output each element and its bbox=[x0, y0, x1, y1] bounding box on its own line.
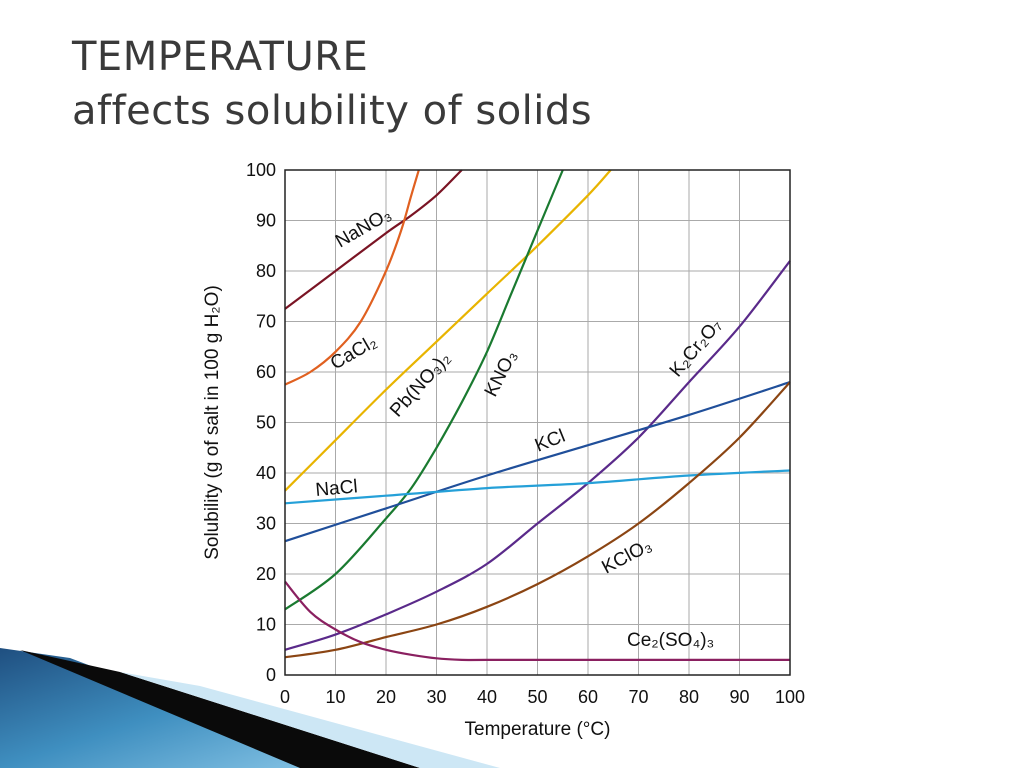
x-tick-label: 100 bbox=[775, 687, 805, 707]
series-label: KClO₃ bbox=[598, 535, 655, 578]
x-axis-label: Temperature (°C) bbox=[465, 719, 611, 740]
y-axis-label: Solubility (g of salt in 100 g H₂O) bbox=[202, 285, 223, 560]
x-tick-label: 40 bbox=[477, 687, 497, 707]
slide-title-line1: TEMPERATURE bbox=[72, 34, 369, 80]
x-tick-label: 0 bbox=[280, 687, 290, 707]
x-tick-label: 90 bbox=[729, 687, 749, 707]
plot-frame bbox=[284, 169, 791, 676]
series-line bbox=[284, 260, 791, 651]
x-tick-label: 50 bbox=[527, 687, 547, 707]
y-tick-label: 40 bbox=[256, 463, 276, 483]
curves bbox=[284, 169, 791, 662]
x-tick-label: 30 bbox=[426, 687, 446, 707]
series-label: Pb(NO₃)₂ bbox=[386, 348, 455, 421]
series-line bbox=[284, 169, 420, 386]
series-line bbox=[284, 580, 790, 662]
x-tick-label: 70 bbox=[628, 687, 648, 707]
x-tick-label: 10 bbox=[325, 687, 345, 707]
series-line bbox=[284, 169, 564, 611]
series-label: NaCl bbox=[315, 476, 359, 501]
series-line bbox=[284, 381, 791, 543]
y-tick-label: 90 bbox=[256, 211, 276, 231]
series-line bbox=[284, 381, 791, 659]
slide-title: TEMPERATURE affects solubility of solids bbox=[72, 30, 592, 138]
series-label: Ce₂(SO₄)₃ bbox=[627, 630, 714, 651]
series-label: K₂Cr₂O₇ bbox=[666, 315, 726, 381]
y-tick-label: 10 bbox=[256, 615, 276, 635]
x-tick-label: 80 bbox=[679, 687, 699, 707]
y-tick-labels: 0 10 20 30 40 50 60 70 80 90 100 bbox=[246, 160, 276, 685]
y-tick-label: 20 bbox=[256, 564, 276, 584]
y-tick-label: 50 bbox=[256, 413, 276, 433]
x-tick-label: 20 bbox=[376, 687, 396, 707]
y-tick-label: 60 bbox=[256, 362, 276, 382]
series-label: NaNO₃ bbox=[332, 204, 395, 252]
y-tick-label: 70 bbox=[256, 312, 276, 332]
y-tick-label: 30 bbox=[256, 514, 276, 534]
y-tick-label: 100 bbox=[246, 160, 276, 180]
series-line bbox=[284, 169, 612, 492]
series-line bbox=[284, 169, 463, 310]
x-tick-labels: 0 10 20 30 40 50 60 70 80 90 100 bbox=[280, 687, 805, 707]
slide-title-line2: affects solubility of solids bbox=[72, 88, 593, 134]
y-tick-label: 80 bbox=[256, 261, 276, 281]
y-tick-label: 0 bbox=[266, 665, 276, 685]
x-tick-label: 60 bbox=[578, 687, 598, 707]
